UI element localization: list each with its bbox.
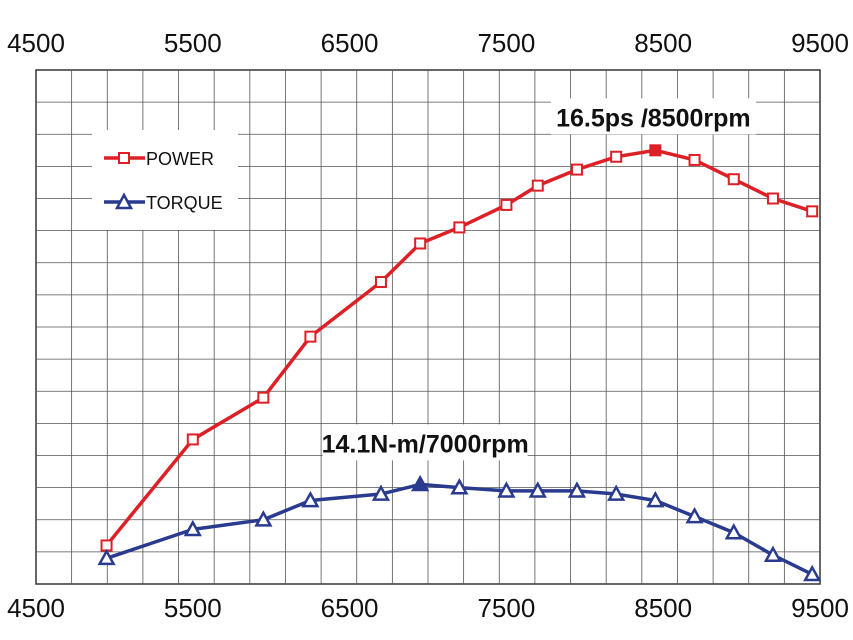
x-tick-label-top: 7500 (477, 28, 535, 58)
data-point-torque (803, 564, 822, 582)
x-tick-label-bottom: 8500 (634, 593, 692, 623)
x-tick-label-top: 8500 (634, 28, 692, 58)
data-point-torque (301, 490, 320, 508)
data-point-power (766, 192, 779, 205)
data-point-torque (763, 545, 783, 562)
legend-label-power: POWER (146, 149, 214, 169)
x-tick-labels-bottom: 4500 5500 6500 7500 8500 9500 (7, 593, 849, 623)
series-line-power (105, 148, 813, 547)
series-group (97, 144, 822, 582)
data-point-power (570, 163, 583, 176)
annotation-box (550, 98, 756, 135)
data-point-power (500, 198, 513, 211)
legend-label-torque: TORQUE (146, 193, 223, 213)
data-point-torque (724, 523, 743, 540)
data-point-torque (528, 481, 547, 498)
x-tick-label-top: 5500 (164, 28, 222, 58)
legend-marker-torque (114, 192, 134, 210)
data-point-torque (183, 519, 202, 537)
x-tick-labels-top: 4500 5500 6500 7500 8500 9500 (7, 28, 849, 58)
x-tick-label-bottom: 5500 (164, 593, 222, 623)
annotation-power: 16.5ps /8500rpm (556, 104, 751, 132)
data-point-torque (685, 506, 704, 524)
data-point-torque (450, 478, 469, 495)
x-tick-label-top: 4500 (7, 28, 65, 58)
data-point-power (531, 179, 544, 192)
data-point-torque (567, 481, 587, 498)
x-tick-label-top: 9500 (791, 28, 849, 58)
data-point-torque (97, 548, 116, 566)
x-tick-label-bottom: 7500 (477, 593, 535, 623)
legend-box (92, 130, 238, 230)
data-point-power (610, 150, 623, 163)
data-point-power (186, 433, 199, 446)
data-point-torque (607, 484, 626, 501)
data-point-torque (497, 481, 516, 498)
annotation-box (322, 424, 528, 461)
data-point-torque (411, 474, 430, 492)
data-point-power (727, 173, 740, 186)
data-point-power (453, 221, 466, 234)
data-point-torque (646, 490, 665, 508)
series-line-torque (106, 482, 813, 576)
data-point-power (374, 276, 387, 289)
data-point-power (649, 144, 662, 157)
annotations: 16.5ps /8500rpm 14.1N-m/7000rpm (322, 98, 756, 461)
x-tick-label-bottom: 6500 (321, 593, 379, 623)
data-point-torque (371, 484, 391, 501)
data-point-power (806, 205, 819, 218)
x-tick-label-top: 6500 (321, 28, 379, 58)
annotation-torque: 14.1N-m/7000rpm (322, 430, 529, 458)
legend-marker-power (118, 152, 130, 164)
data-point-power (257, 391, 270, 404)
data-point-power (688, 153, 701, 166)
legend: POWER TORQUE (92, 130, 238, 230)
x-tick-label-bottom: 4500 (7, 593, 65, 623)
x-tick-label-bottom: 9500 (791, 593, 849, 623)
data-point-power (414, 237, 427, 250)
data-point-power (304, 330, 317, 343)
data-point-torque (254, 510, 273, 527)
